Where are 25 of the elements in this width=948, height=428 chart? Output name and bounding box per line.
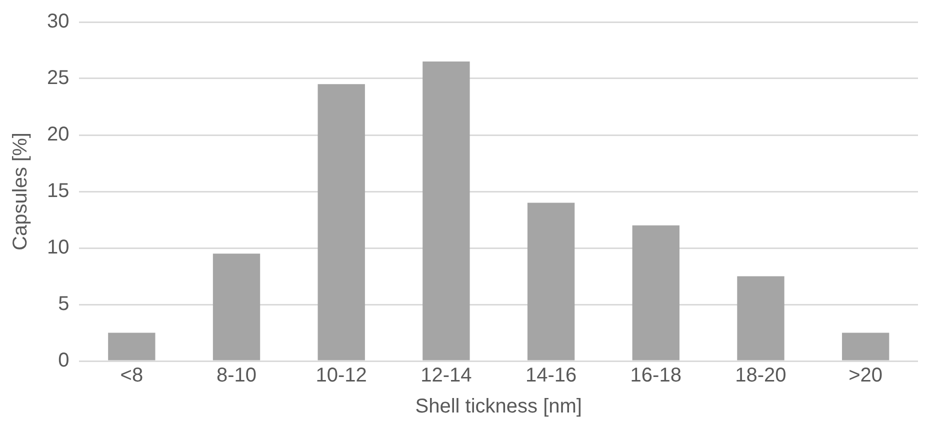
x-tick-label: 18-20 — [735, 364, 786, 387]
x-tick-label: 10-12 — [316, 364, 367, 387]
bar — [108, 332, 156, 360]
bar — [737, 276, 784, 360]
x-tick-label: 12-14 — [420, 364, 472, 387]
x-tick-label: 14-16 — [525, 364, 577, 387]
y-tick-label: 30 — [46, 10, 70, 33]
y-tick-label: 15 — [46, 180, 70, 202]
y-tick-label: 0 — [58, 350, 70, 372]
x-tick-label: <8 — [120, 364, 144, 387]
bar — [212, 254, 260, 360]
x-axis-title: Shell tickness [nm] — [415, 396, 582, 418]
x-tick-label: >20 — [848, 364, 883, 387]
bar — [527, 202, 575, 360]
y-axis-title: Capsules [%] — [10, 132, 32, 250]
bar — [842, 332, 890, 360]
x-tick-label: 8-10 — [216, 364, 257, 387]
bar — [422, 62, 470, 360]
y-tick-label: 20 — [46, 124, 70, 146]
y-tick-label: 25 — [46, 67, 70, 90]
y-tick-label: 5 — [58, 293, 70, 316]
bar — [632, 225, 680, 360]
bar — [318, 84, 365, 360]
x-tick-label: 16-18 — [630, 364, 682, 387]
y-tick-label: 10 — [46, 236, 70, 259]
